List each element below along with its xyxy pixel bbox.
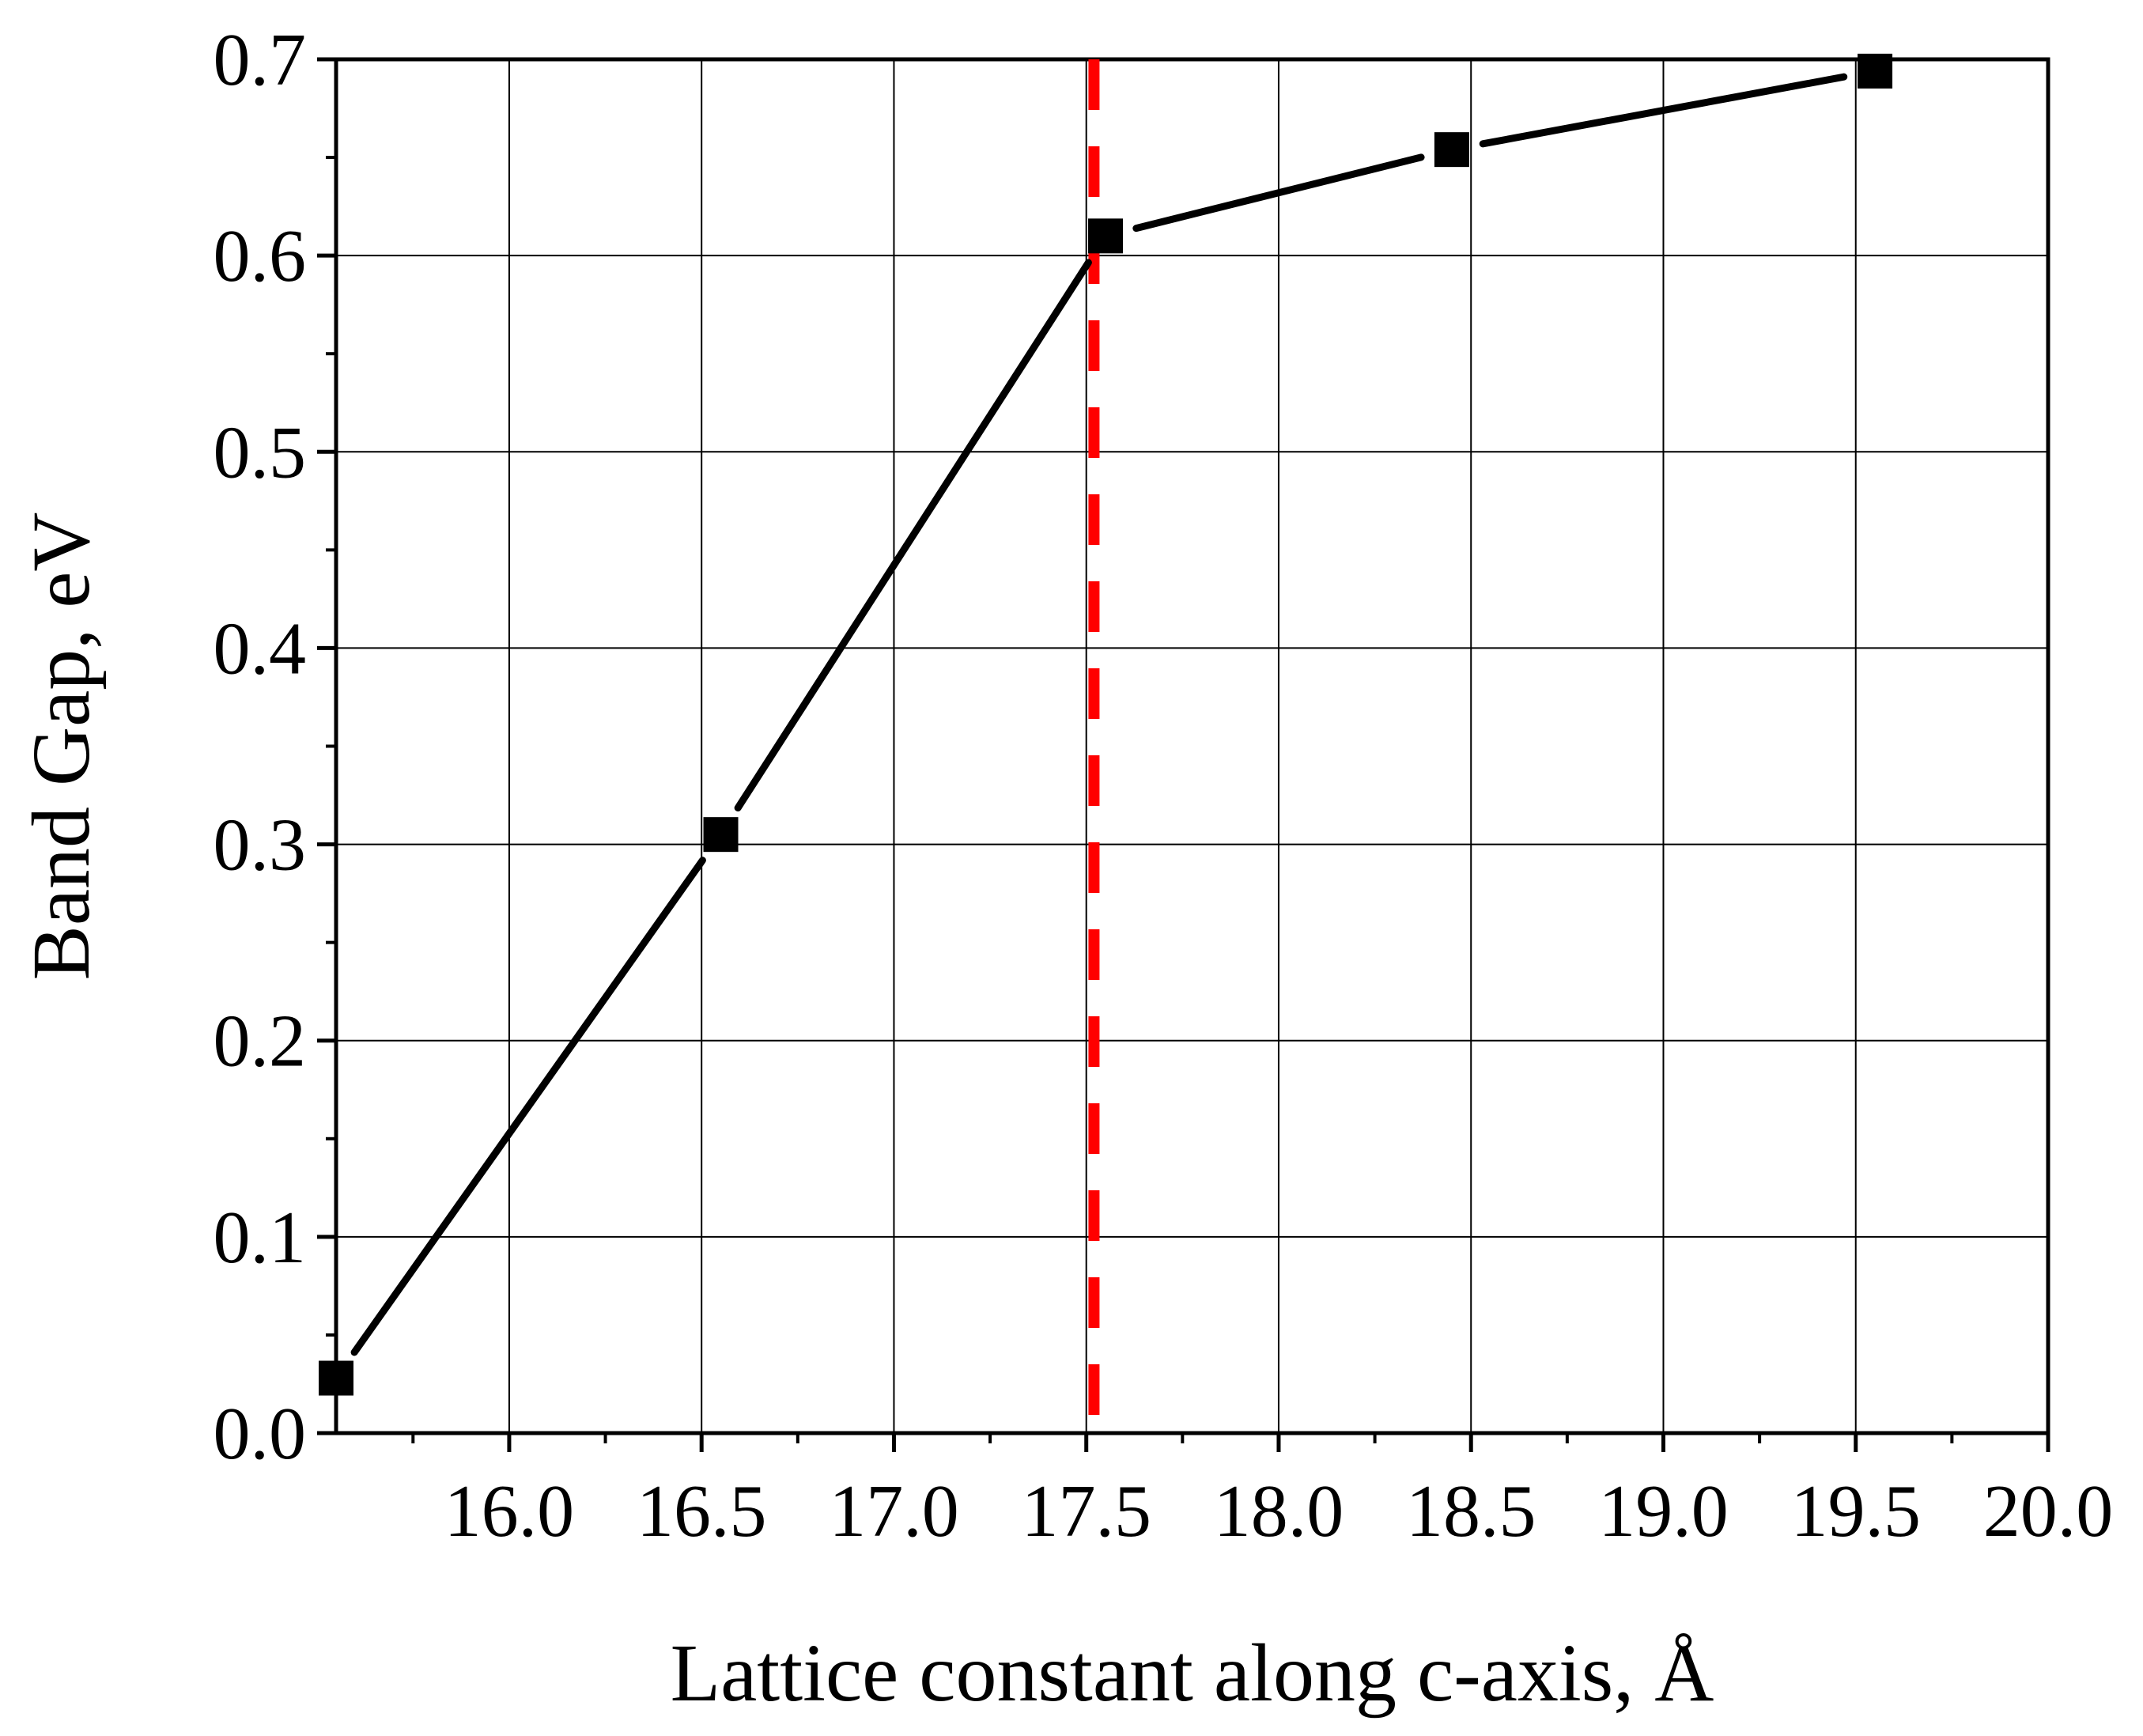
data-point-2 — [1088, 218, 1124, 254]
series-line-segment-0 — [350, 857, 706, 1356]
y-tick-label-7: 0.7 — [214, 19, 307, 101]
y-tick-label-2: 0.2 — [214, 1000, 307, 1083]
y-axis-title: Band Gap, eV — [16, 512, 107, 980]
x-axis-title: Lattice constant along c-axis, Å — [671, 1628, 1714, 1719]
x-tick-label-3: 17.5 — [1021, 1470, 1151, 1553]
x-tick-label-8: 20.0 — [1983, 1470, 2114, 1553]
x-tick-label-6: 19.0 — [1598, 1470, 1729, 1553]
x-tick-label-7: 19.5 — [1790, 1470, 1921, 1553]
data-point-1 — [703, 817, 739, 853]
y-tick-label-6: 0.6 — [214, 215, 307, 297]
y-tick-label-4: 0.4 — [214, 607, 307, 690]
data-point-0 — [319, 1360, 353, 1396]
series-line-segment-2 — [1132, 153, 1425, 233]
plot-frame — [334, 57, 2050, 1435]
y-tick-label-5: 0.5 — [214, 411, 307, 494]
x-tick-label-2: 17.0 — [829, 1470, 959, 1553]
series-line-segment-3 — [1479, 73, 1848, 148]
x-tick-label-0: 16.0 — [444, 1470, 575, 1553]
axes — [317, 57, 2050, 1452]
y-tick-label-3: 0.3 — [214, 804, 307, 887]
grid — [336, 59, 2049, 1434]
data-point-4 — [1858, 53, 1893, 89]
y-tick-labels: 0.0 0.1 0.2 0.3 0.4 0.5 0.6 0.7 — [214, 19, 307, 1475]
x-tick-label-5: 18.5 — [1406, 1470, 1536, 1553]
series-group — [319, 53, 1893, 1396]
y-tick-label-1: 0.1 — [214, 1197, 307, 1279]
series-line-segment-1 — [734, 259, 1092, 812]
x-tick-label-4: 18.0 — [1214, 1470, 1344, 1553]
data-point-3 — [1434, 132, 1469, 168]
x-tick-label-1: 16.5 — [637, 1470, 767, 1553]
y-tick-label-0: 0.0 — [214, 1393, 307, 1475]
x-tick-labels: 16.0 16.5 17.0 17.5 18.0 18.5 19.0 19.5 20.0 — [444, 1470, 2114, 1553]
